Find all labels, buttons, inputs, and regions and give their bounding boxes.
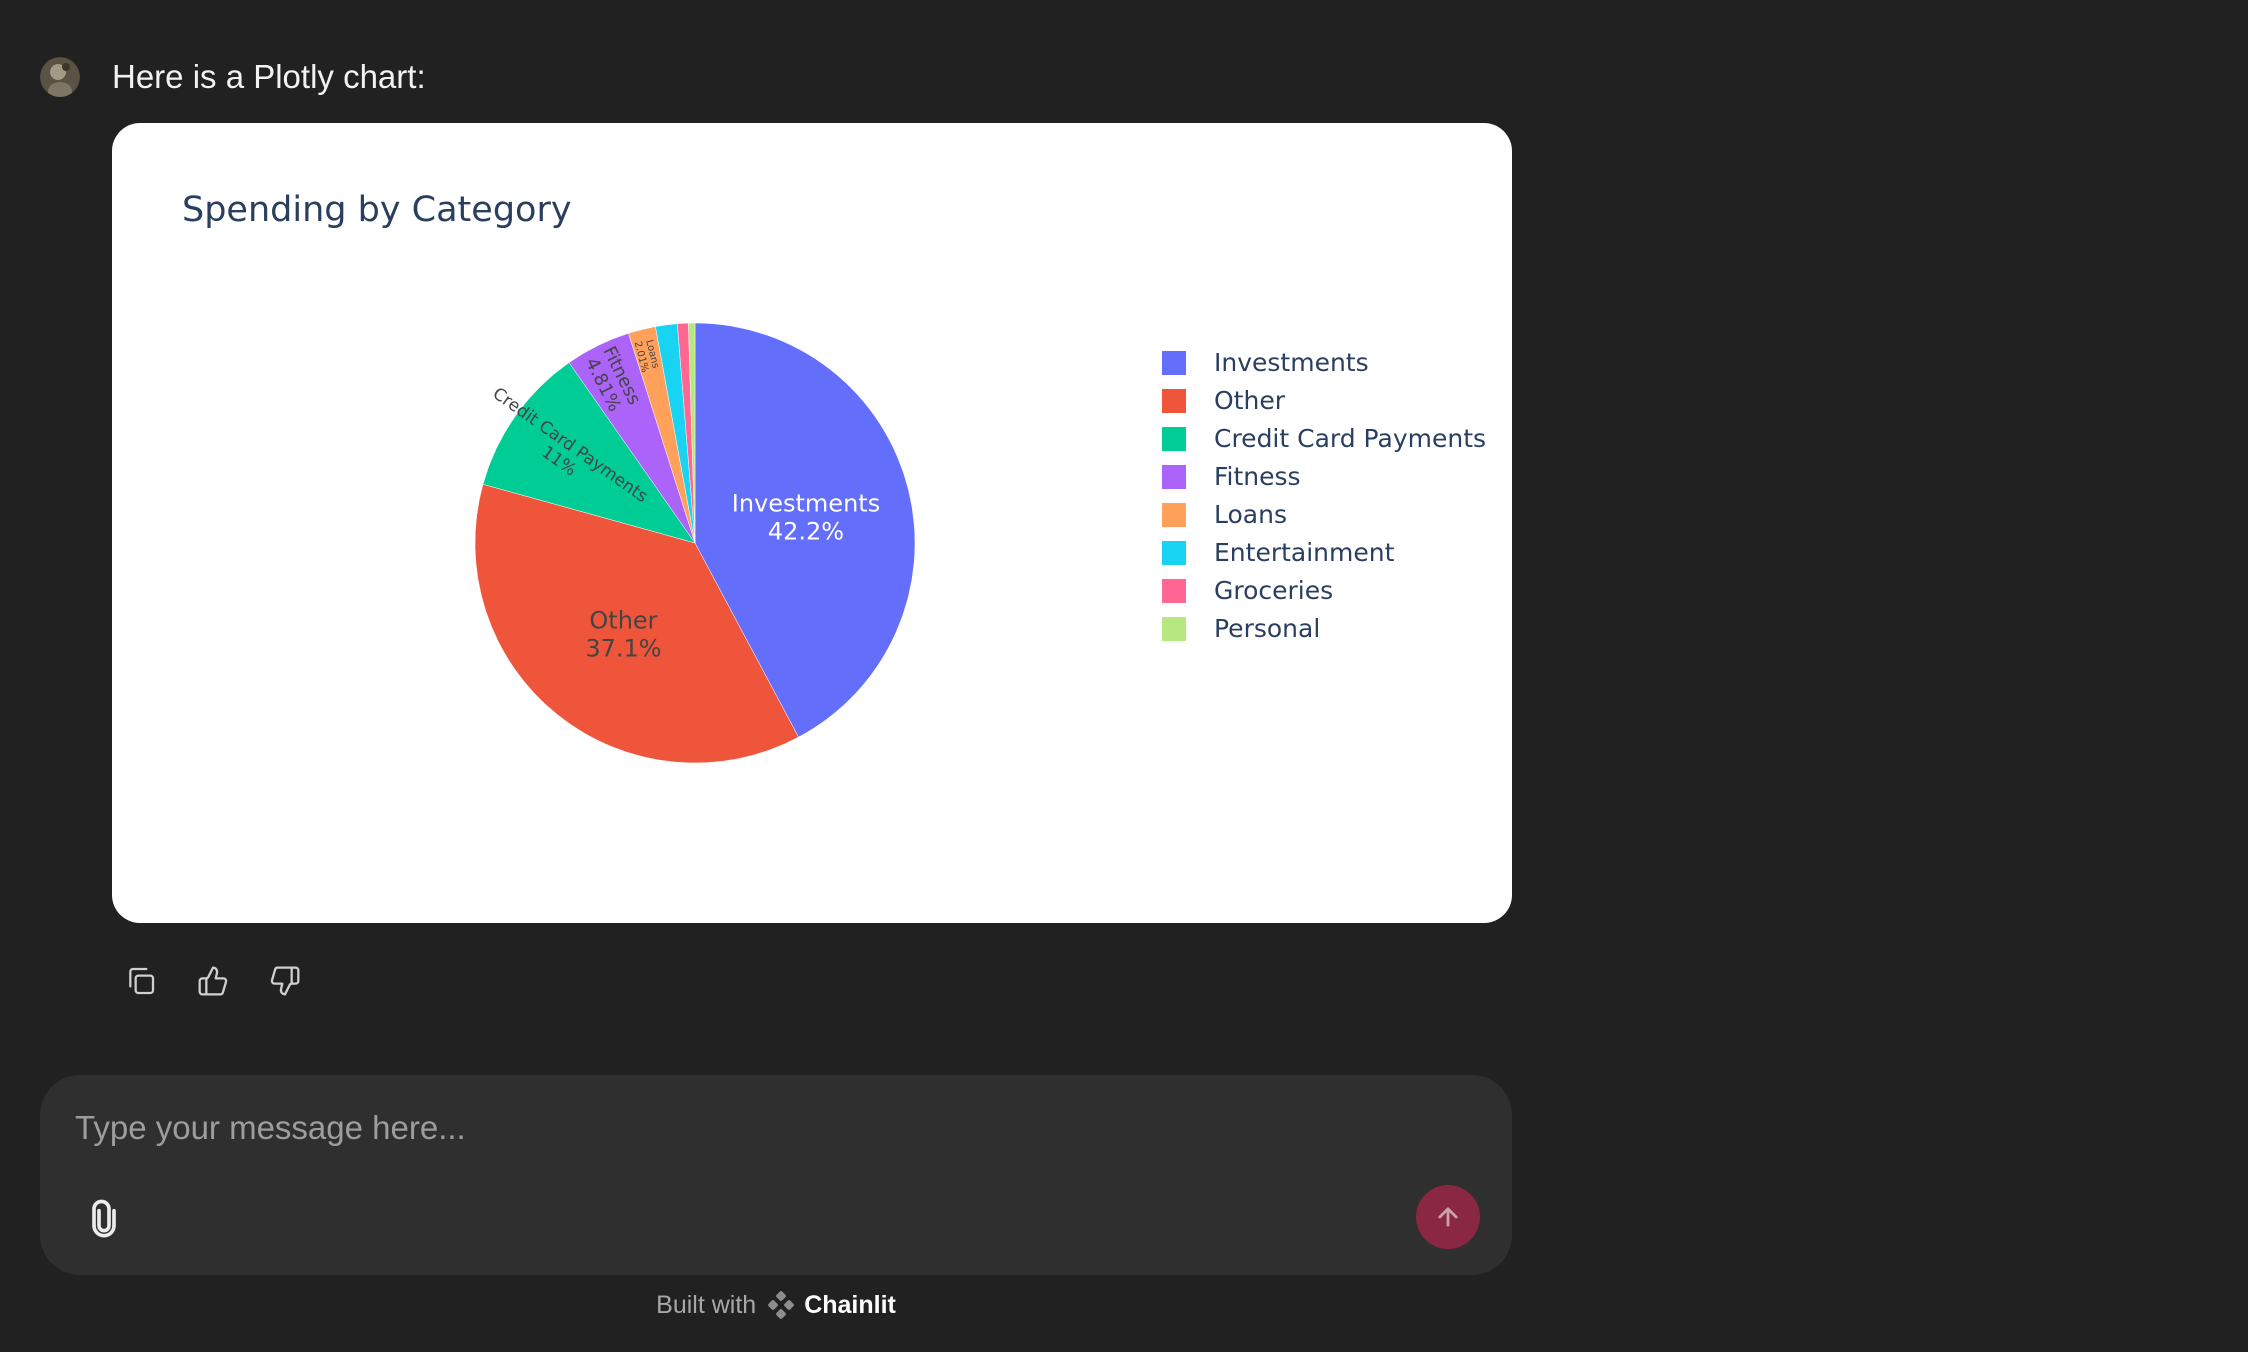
legend-swatch	[1162, 541, 1186, 565]
footer-brand: Chainlit	[804, 1290, 896, 1319]
legend-item-fitness[interactable]: Fitness	[1162, 462, 1301, 491]
plotly-chart[interactable]: Spending by Category Investments 42.2% Oth…	[112, 123, 1512, 923]
copy-button[interactable]	[116, 956, 166, 1006]
arrow-up-icon	[1438, 1207, 1458, 1227]
legend-item-investments[interactable]: Investments	[1162, 348, 1369, 377]
legend-swatch	[1162, 389, 1186, 413]
legend-label: Credit Card Payments	[1214, 424, 1486, 453]
legend-item-credit-card-payments[interactable]: Credit Card Payments	[1162, 424, 1486, 453]
thumbs-up-button[interactable]	[188, 956, 238, 1006]
chart-legend[interactable]: Investments Other Credit Card Payments Fitn…	[1162, 348, 1486, 643]
chainlit-logo-icon	[768, 1291, 795, 1319]
assistant-avatar	[40, 57, 80, 97]
legend-label: Other	[1214, 386, 1286, 415]
pie-slices	[474, 322, 916, 764]
thumbs-up-icon	[198, 966, 228, 996]
footer: Built with Chainlit	[0, 1290, 1552, 1320]
pie-slice-other[interactable]	[474, 483, 799, 764]
footer-brand-link[interactable]: Chainlit	[766, 1290, 896, 1320]
chart-title: Spending by Category	[182, 190, 572, 230]
legend-label: Investments	[1214, 348, 1369, 377]
pie-slice-investments[interactable]	[694, 322, 916, 738]
thumbs-down-button[interactable]	[260, 956, 310, 1006]
legend-item-groceries[interactable]: Groceries	[1162, 576, 1333, 605]
legend-label: Loans	[1214, 500, 1287, 529]
pie-label-investments: Investments 42.2%	[732, 490, 880, 546]
legend-swatch	[1162, 617, 1186, 641]
legend-label: Fitness	[1214, 462, 1301, 491]
message-text: Here is a Plotly chart:	[112, 58, 426, 95]
legend-label: Personal	[1214, 614, 1320, 643]
message-actions	[116, 956, 310, 1006]
legend-item-loans[interactable]: Loans	[1162, 500, 1287, 529]
paperclip-icon	[92, 1199, 116, 1238]
legend-swatch	[1162, 351, 1186, 375]
pie-slice-personal[interactable]	[688, 322, 696, 544]
pie-slice-credit-card-payments[interactable]	[482, 362, 696, 544]
legend-swatch	[1162, 579, 1186, 603]
legend-label: Groceries	[1214, 576, 1333, 605]
legend-item-entertainment[interactable]: Entertainment	[1162, 538, 1395, 567]
attach-button[interactable]	[74, 1189, 134, 1249]
legend-swatch	[1162, 503, 1186, 527]
send-button[interactable]	[1416, 1185, 1480, 1249]
legend-item-personal[interactable]: Personal	[1162, 614, 1320, 643]
copy-icon	[129, 967, 155, 995]
legend-swatch	[1162, 465, 1186, 489]
legend-swatch	[1162, 427, 1186, 451]
pie-label-other: Other 37.1%	[585, 607, 661, 663]
footer-prefix: Built with	[656, 1290, 757, 1319]
pie-chart-svg: Spending by Category Investments 42.2% Oth…	[182, 190, 1486, 764]
message-input[interactable]	[73, 1097, 1457, 1159]
legend-item-other[interactable]: Other	[1162, 386, 1286, 415]
message-composer	[40, 1075, 1512, 1275]
legend-label: Entertainment	[1214, 538, 1395, 567]
thumbs-down-icon	[270, 966, 300, 996]
